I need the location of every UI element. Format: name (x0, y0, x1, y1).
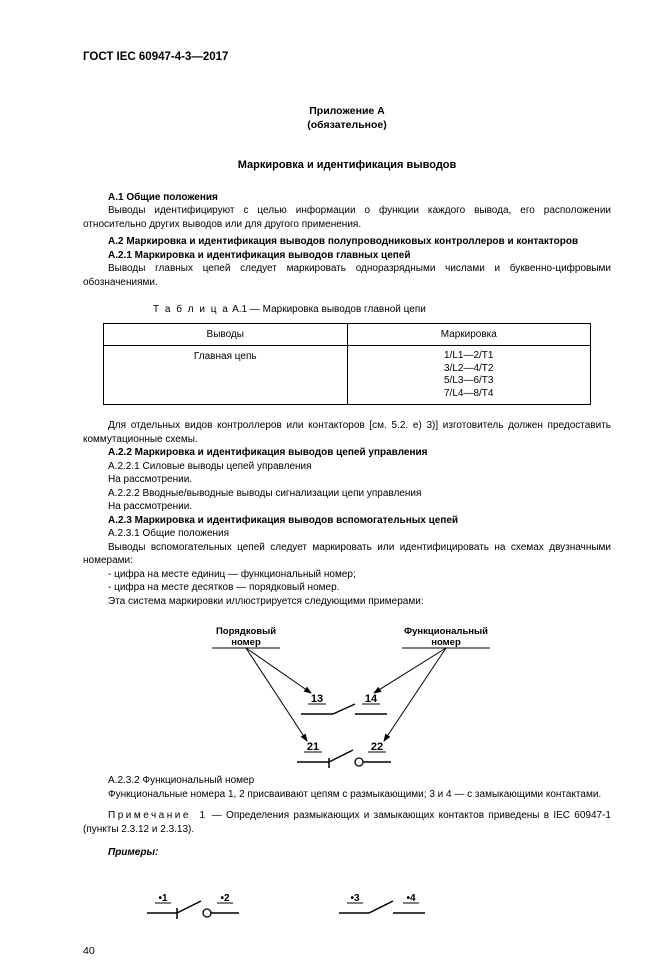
table-cell-marks: 1/L1—2/T1 3/L2—4/T2 5/L3—6/T3 7/L4—8/T4 (347, 346, 591, 405)
a231-paragraph: Выводы вспомогательных цепей следует мар… (83, 541, 611, 568)
a21-paragraph: Выводы главных цепей следует маркировать… (83, 262, 611, 289)
ex-label-2: •2 (220, 893, 230, 904)
appendix-status: (обязательное) (83, 118, 611, 132)
node-21: 21 (307, 741, 319, 753)
document-id: ГОСТ IEC 60947-4-3—2017 (83, 50, 611, 66)
a1-heading: А.1 Общие положения (83, 191, 611, 205)
a222-line: А.2.2.2 Вводные/выводные выводы сигнализ… (83, 487, 611, 501)
table-col-1: Маркировка (347, 323, 591, 346)
note-number: 1 (199, 810, 207, 821)
a221-line: А.2.2.1 Силовые выводы цепей управления (83, 460, 611, 474)
system-line: Эта система маркировки иллюстрируется сл… (83, 595, 611, 609)
table-header-row: Выводы Маркировка (104, 323, 591, 346)
appendix-label: Приложение А (83, 104, 611, 118)
note-1: Примечание 1 — Определения размыкающих и… (83, 809, 611, 836)
page-number: 40 (83, 944, 611, 958)
ex-label-4: •4 (406, 893, 416, 904)
table-a1: Выводы Маркировка Главная цепь 1/L1—2/T1… (103, 323, 591, 406)
mark-0: 1/L1—2/T1 (348, 350, 591, 363)
table-col-0: Выводы (104, 323, 348, 346)
ex-label-3: •3 (350, 893, 360, 904)
a23-heading: А.2.3 Маркировка и идентификация выводов… (83, 514, 611, 528)
a222-pending: На рассмотрении. (83, 500, 611, 514)
a231-line: А.2.3.1 Общие положения (83, 527, 611, 541)
a22-heading: А.2.2 Маркировка и идентификация выводов… (83, 446, 611, 460)
node-14: 14 (365, 693, 378, 705)
diagram-right-label-2: номер (431, 637, 461, 648)
table-row: Главная цепь 1/L1—2/T1 3/L2—4/T2 5/L3—6/… (104, 346, 591, 405)
a221-pending: На рассмотрении. (83, 473, 611, 487)
table-cell-label: Главная цепь (104, 346, 348, 405)
note-word: Примечание (108, 810, 191, 821)
table-caption-prefix: Т а б л и ц а (153, 304, 229, 315)
a232-paragraph: Функциональные номера 1, 2 присваивают ц… (83, 788, 611, 802)
numbering-diagram: Порядковый номер Функциональный номер 13… (177, 622, 517, 772)
ex-label-1: •1 (158, 893, 168, 904)
a2-heading: А.2 Маркировка и идентификация выводов п… (83, 235, 611, 249)
diagram-left-label-2: номер (231, 637, 261, 648)
bullet-2: - цифра на месте десятков — порядковый н… (83, 581, 611, 595)
example-diagrams: •1 •2 •3 •4 (107, 868, 611, 933)
table-caption: Т а б л и ц а А.1 — Маркировка выводов г… (153, 303, 611, 317)
diagram-left-label-1: Порядковый (216, 626, 276, 637)
a21-heading: А.2.1 Маркировка и идентификация выводов… (83, 249, 611, 263)
a1-paragraph: Выводы идентифицируют с целью информации… (83, 204, 611, 231)
table-caption-text: А.1 — Маркировка выводов главной цепи (232, 304, 426, 315)
after-table-paragraph: Для отдельных видов контроллеров или кон… (83, 419, 611, 446)
diagram-right-label-1: Функциональный (404, 626, 488, 637)
page: ГОСТ IEC 60947-4-3—2017 Приложение А (об… (0, 0, 661, 978)
examples-label: Примеры: (83, 846, 611, 860)
node-13: 13 (311, 693, 323, 705)
main-title: Маркировка и идентификация выводов (83, 158, 611, 173)
mark-2: 5/L3—6/T3 (348, 375, 591, 388)
mark-1: 3/L2—4/T2 (348, 363, 591, 376)
node-22: 22 (371, 741, 383, 753)
bullet-1: - цифра на месте единиц — функциональный… (83, 568, 611, 582)
mark-3: 7/L4—8/T4 (348, 388, 591, 401)
a232-line: А.2.3.2 Функциональный номер (83, 774, 611, 788)
